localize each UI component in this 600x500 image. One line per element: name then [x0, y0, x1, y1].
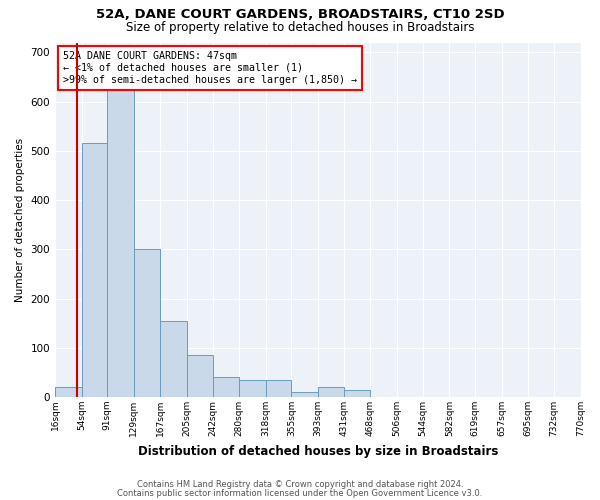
- Bar: [291, 392, 318, 397]
- Y-axis label: Number of detached properties: Number of detached properties: [15, 138, 25, 302]
- Text: Contains public sector information licensed under the Open Government Licence v3: Contains public sector information licen…: [118, 488, 482, 498]
- Text: Contains HM Land Registry data © Crown copyright and database right 2024.: Contains HM Land Registry data © Crown c…: [137, 480, 463, 489]
- Bar: [107, 82, 134, 397]
- Bar: [239, 380, 266, 397]
- Bar: [212, 378, 239, 397]
- Bar: [160, 320, 187, 397]
- Bar: [55, 387, 82, 397]
- Bar: [318, 387, 344, 397]
- Text: 52A DANE COURT GARDENS: 47sqm
← <1% of detached houses are smaller (1)
>99% of s: 52A DANE COURT GARDENS: 47sqm ← <1% of d…: [63, 52, 357, 84]
- Bar: [134, 250, 160, 397]
- X-axis label: Distribution of detached houses by size in Broadstairs: Distribution of detached houses by size …: [137, 444, 498, 458]
- Bar: [187, 355, 212, 397]
- Text: 52A, DANE COURT GARDENS, BROADSTAIRS, CT10 2SD: 52A, DANE COURT GARDENS, BROADSTAIRS, CT…: [95, 8, 505, 20]
- Bar: [82, 144, 107, 397]
- Bar: [266, 380, 291, 397]
- Text: Size of property relative to detached houses in Broadstairs: Size of property relative to detached ho…: [126, 21, 474, 34]
- Bar: [344, 390, 370, 397]
